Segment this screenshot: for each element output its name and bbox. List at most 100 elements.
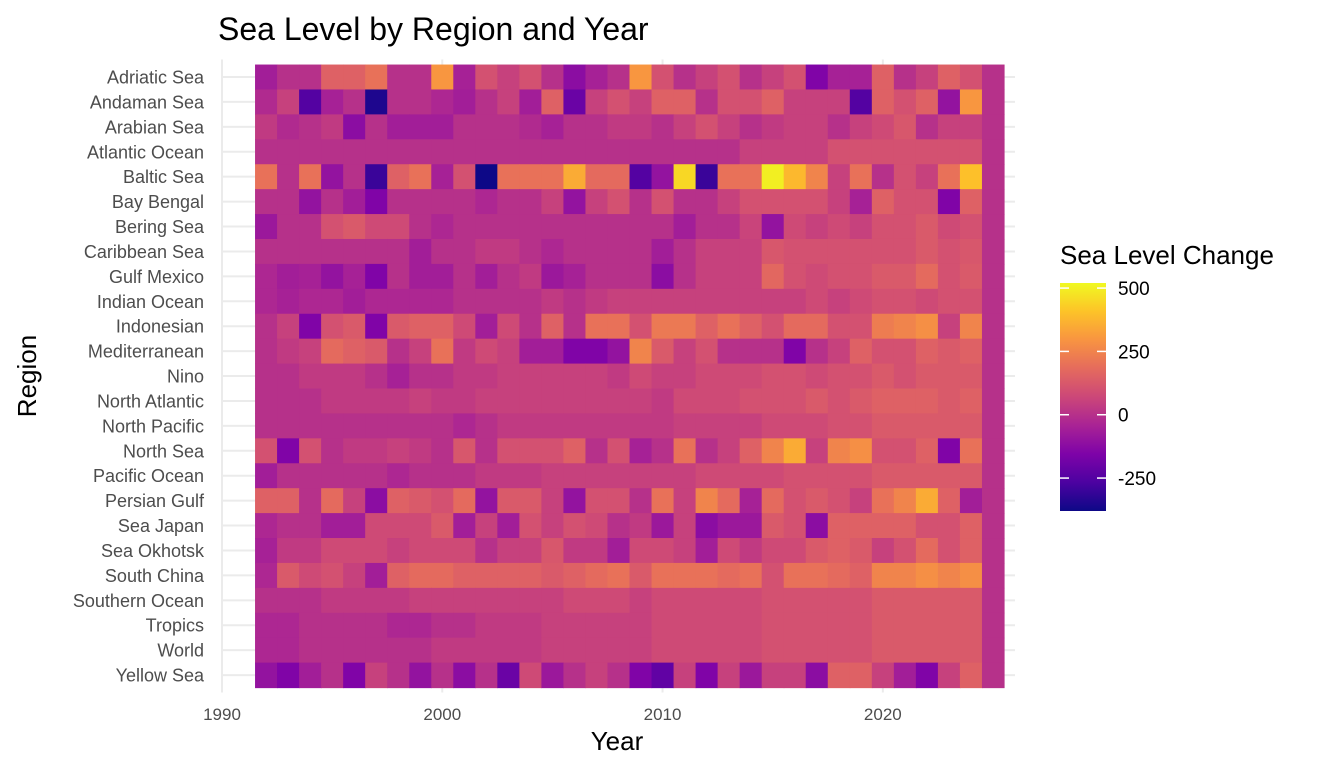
heatmap-cell <box>497 238 520 265</box>
heatmap-cell <box>937 189 961 215</box>
heatmap-cell <box>783 139 807 165</box>
heatmap-cell <box>651 263 675 290</box>
heatmap-cell <box>937 488 961 514</box>
heatmap-cell <box>519 214 543 240</box>
heatmap-cell <box>299 662 322 689</box>
heatmap-cell <box>255 89 278 115</box>
heatmap-cell <box>827 89 851 115</box>
heatmap-cell <box>409 214 432 240</box>
heatmap-cell <box>805 463 829 489</box>
heatmap-cell <box>915 238 939 265</box>
heatmap-cell <box>409 388 432 415</box>
heatmap-cell <box>871 238 895 265</box>
heatmap-cell <box>937 513 961 539</box>
heatmap-cell <box>805 238 829 265</box>
heatmap-cell <box>541 612 565 639</box>
heatmap-cell <box>431 114 454 140</box>
heatmap-cell <box>651 338 675 365</box>
heatmap-cell <box>255 338 278 365</box>
heatmap-cell <box>827 338 851 365</box>
heatmap-cell <box>937 139 961 165</box>
heatmap-cell <box>805 488 829 514</box>
heatmap-cell <box>805 612 829 639</box>
heatmap-cell <box>453 89 476 115</box>
heatmap-cell <box>959 338 983 365</box>
heatmap-cell <box>805 89 829 115</box>
heatmap-cell <box>343 637 366 664</box>
heatmap-cell <box>431 89 454 115</box>
heatmap-cell <box>937 288 961 315</box>
heatmap-cell <box>497 313 520 340</box>
heatmap-cell <box>673 612 697 639</box>
heatmap-cell <box>255 313 278 340</box>
legend-ticks: 500 250 0 -250 <box>1060 279 1156 490</box>
heatmap-cell <box>651 64 675 91</box>
heatmap-cell <box>365 662 388 689</box>
heatmap-cell <box>365 488 388 514</box>
heatmap-cell <box>805 189 829 215</box>
heatmap-cell <box>695 114 719 140</box>
heatmap-cell <box>827 388 851 415</box>
heatmap-cell <box>871 662 895 689</box>
heatmap-cell <box>849 463 873 489</box>
heatmap-cell <box>673 662 697 689</box>
heatmap-cell <box>255 288 278 315</box>
heatmap-cell <box>607 562 631 589</box>
heatmap-cell <box>915 263 939 290</box>
heatmap-cell <box>937 438 961 464</box>
heatmap-cell <box>431 612 454 639</box>
heatmap-cell <box>453 189 476 215</box>
chart-title: Sea Level by Region and Year <box>218 11 649 47</box>
heatmap-cell <box>695 562 719 589</box>
heatmap-cell <box>519 388 543 415</box>
heatmap-cell <box>783 313 807 340</box>
heatmap-cell <box>673 89 697 115</box>
heatmap-cell <box>585 313 609 340</box>
heatmap-cell <box>255 562 278 589</box>
heatmap-cell <box>541 89 565 115</box>
heatmap-cell <box>893 238 917 265</box>
heatmap-cell <box>497 164 520 190</box>
heatmap-cell <box>387 363 410 390</box>
heatmap-cell <box>365 438 388 464</box>
heatmap-cell <box>695 238 719 265</box>
heatmap-cell <box>915 64 939 91</box>
heatmap-cell <box>475 263 498 290</box>
heatmap-cell <box>299 238 322 265</box>
heatmap-cell <box>299 114 322 140</box>
y-tick-label: Yellow Sea <box>116 666 205 686</box>
heatmap-cell <box>893 637 917 664</box>
heatmap-cell <box>937 313 961 340</box>
heatmap-cell <box>497 388 520 415</box>
heatmap-cell <box>365 64 388 91</box>
heatmap-cell <box>959 637 983 664</box>
heatmap-cell <box>717 662 741 689</box>
heatmap-cell <box>321 562 344 589</box>
heatmap-cell <box>651 587 675 614</box>
heatmap-cell <box>541 263 565 290</box>
heatmap-cell <box>277 463 300 489</box>
heatmap-cell <box>827 513 851 539</box>
heatmap-cell <box>585 538 609 564</box>
heatmap-cell <box>277 637 300 664</box>
heatmap-cell <box>805 413 829 439</box>
heatmap-cell <box>805 114 829 140</box>
legend: Sea Level Change 500 250 0 -250 <box>1060 240 1274 511</box>
heatmap-cell <box>915 388 939 415</box>
heatmap-cell <box>453 338 476 365</box>
heatmap-cell <box>695 89 719 115</box>
heatmap-cell <box>651 313 675 340</box>
heatmap-cell <box>783 214 807 240</box>
heatmap-cell <box>475 513 498 539</box>
heatmap-cell <box>563 438 587 464</box>
heatmap-cell <box>409 363 432 390</box>
heatmap-cell <box>409 263 432 290</box>
heatmap-cell <box>871 338 895 365</box>
heatmap-cell <box>497 413 520 439</box>
heatmap-cell <box>585 263 609 290</box>
heatmap-cell <box>915 189 939 215</box>
heatmap-cell <box>607 513 631 539</box>
heatmap-cell <box>739 662 763 689</box>
heatmap-cell <box>893 463 917 489</box>
heatmap-cell <box>519 587 543 614</box>
